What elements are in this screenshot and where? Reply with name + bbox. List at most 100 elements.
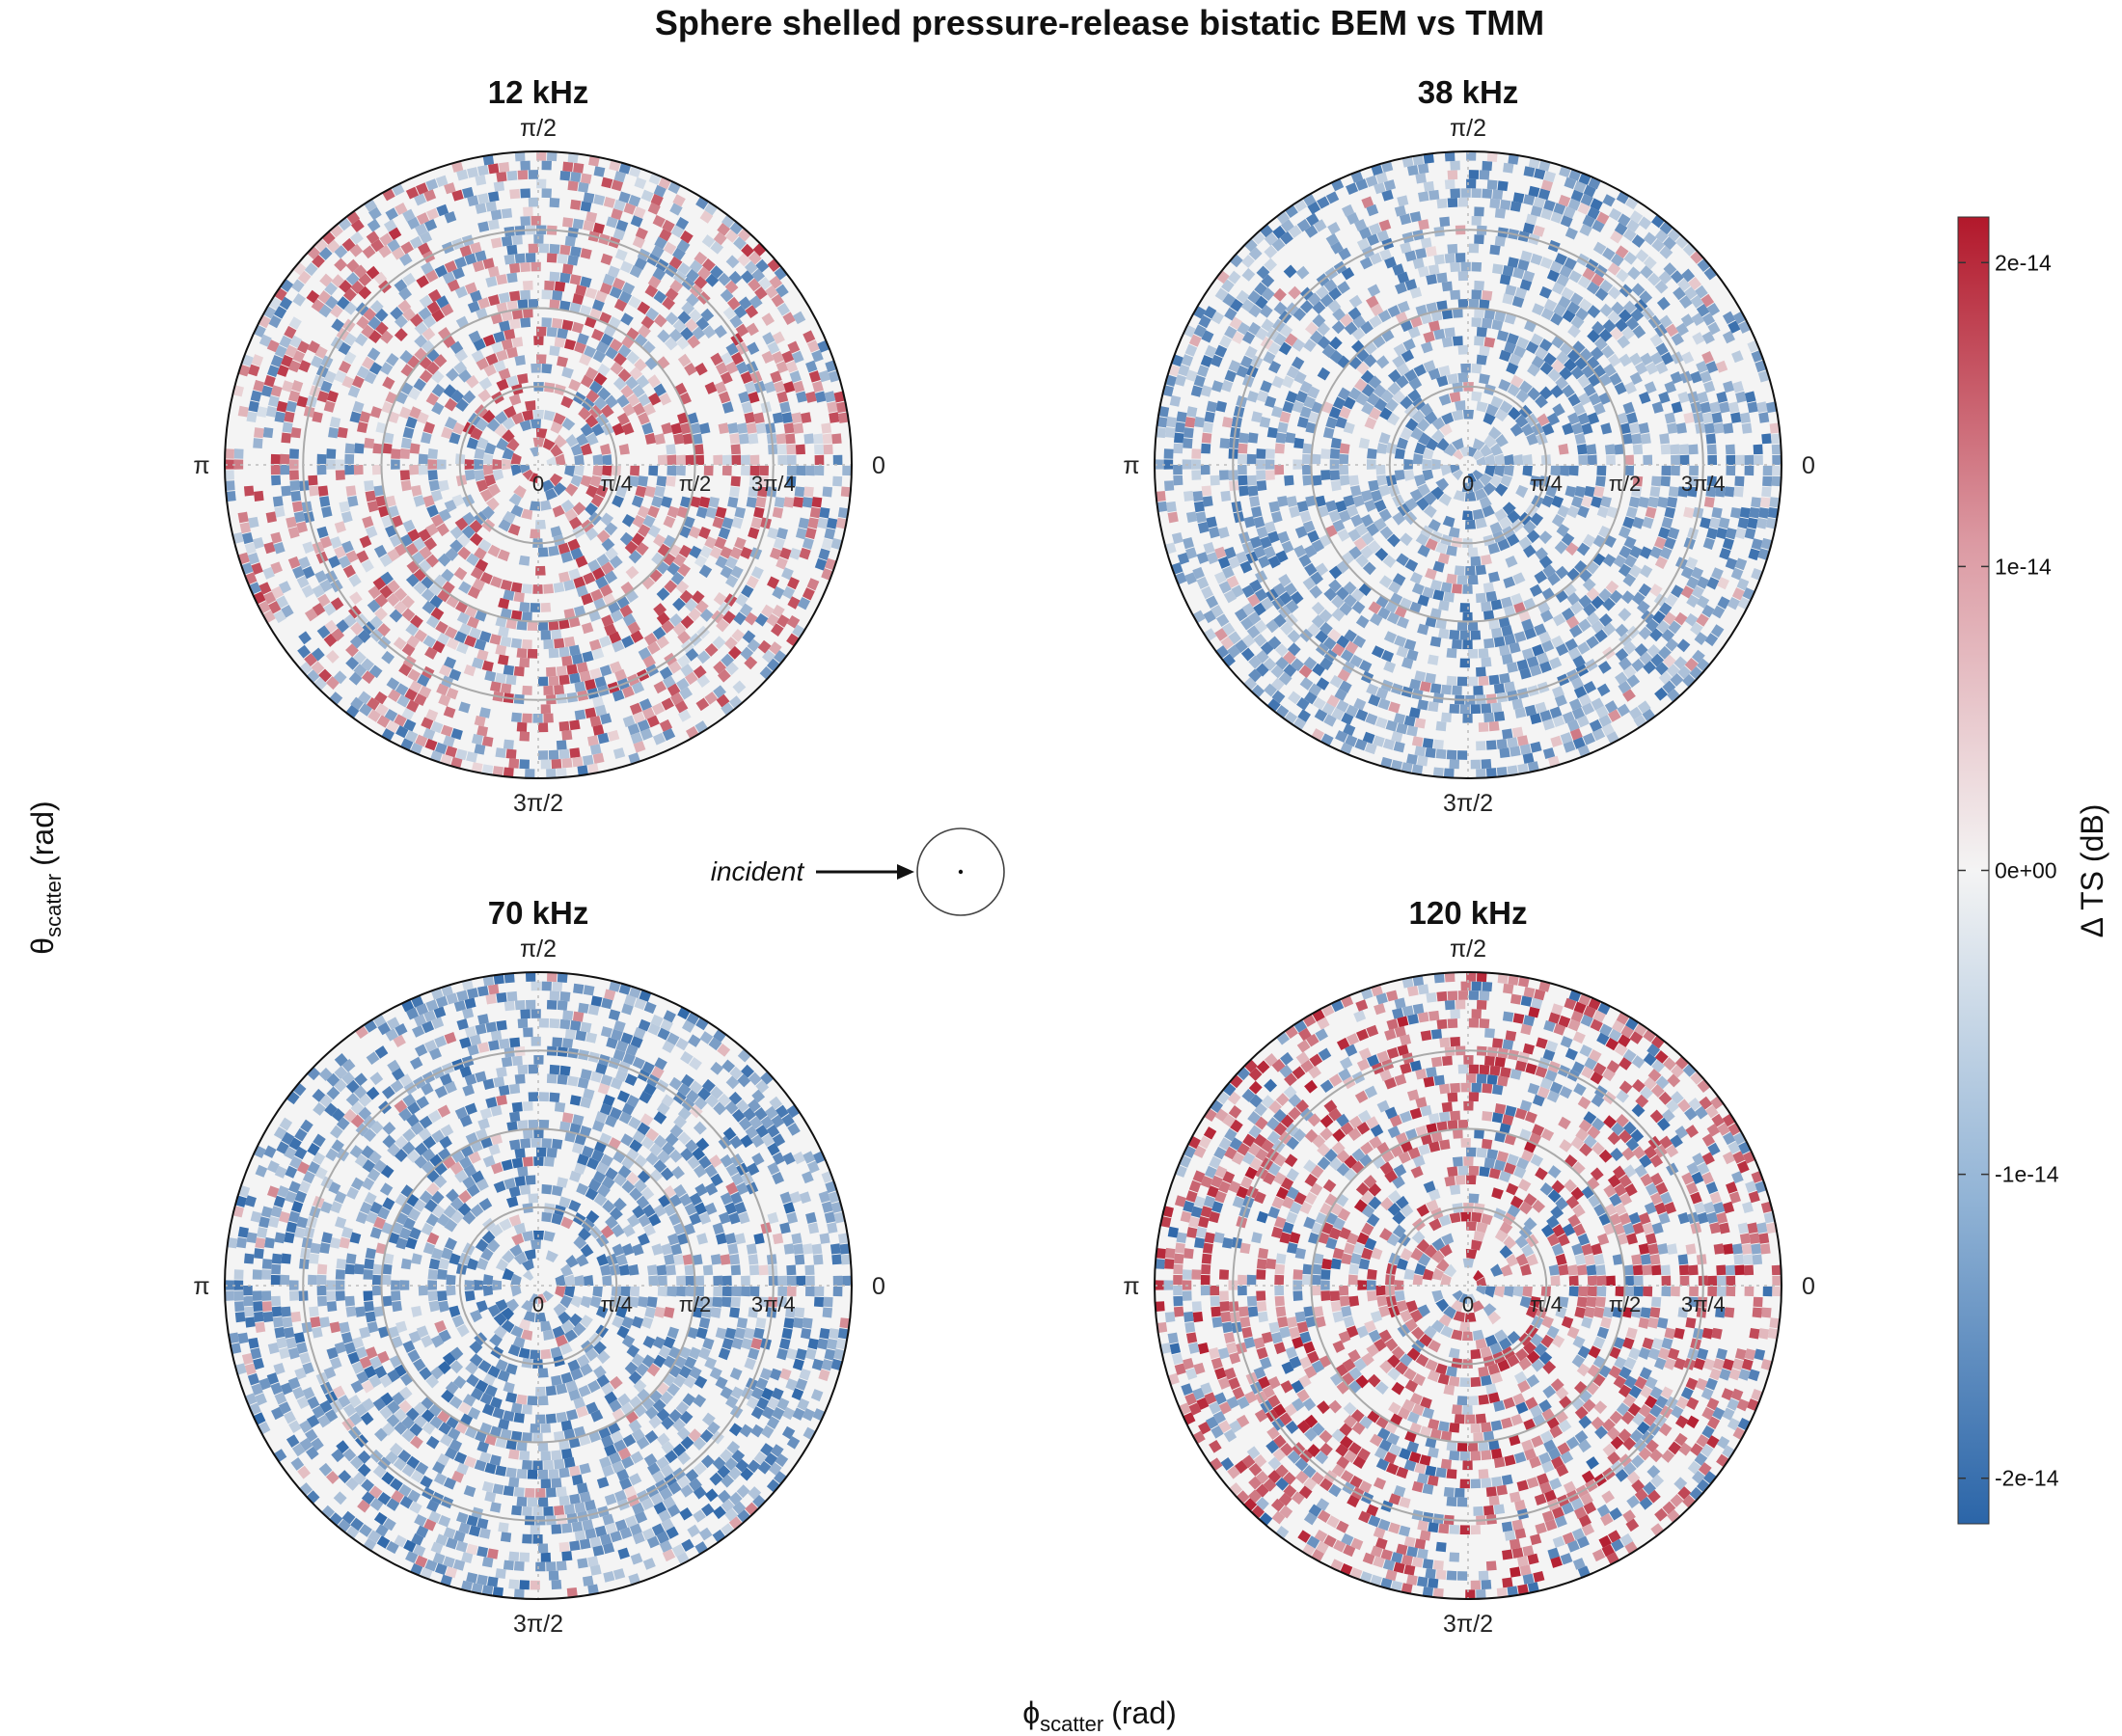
heatmap-cell [759,665,774,680]
heatmap-cell [477,389,492,403]
heatmap-cell [1191,470,1202,480]
heatmap-cell [1468,446,1478,457]
heatmap-cell [1185,511,1198,524]
heatmap-cell [436,203,449,217]
heatmap-cell [563,1456,576,1469]
heatmap-cell [444,182,456,195]
heatmap-cell [309,1253,319,1264]
heatmap-cell [605,394,618,409]
heatmap-cell [423,218,438,231]
heatmap-cell [261,1301,273,1313]
heatmap-cell [551,629,562,640]
heatmap-cell [1470,759,1482,770]
heatmap-cell [769,547,782,560]
heatmap-cell [422,314,437,329]
heatmap-cell [617,344,632,358]
heatmap-cell [829,412,840,423]
heatmap-cell [591,328,605,341]
heatmap-cell [668,328,683,342]
heatmap-cell [676,1275,686,1286]
heatmap-cell [654,433,666,445]
heatmap-cell [749,454,760,465]
heatmap-cell [549,1092,560,1103]
heatmap-cell [609,555,623,569]
heatmap-cell [1479,170,1490,180]
heatmap-cell [1762,475,1773,487]
heatmap-cell [646,715,660,728]
heatmap-cell [686,293,699,307]
heatmap-cell [557,356,569,367]
heatmap-cell [619,531,634,546]
heatmap-cell [535,1414,546,1424]
heatmap-cell [1494,235,1507,247]
heatmap-cell [382,376,395,390]
heatmap-cell [622,715,636,728]
heatmap-cell [590,494,605,507]
heatmap-cell [499,162,510,173]
heatmap-cell [377,623,391,637]
heatmap-cell [814,557,828,571]
heatmap-cell [569,1493,581,1505]
heatmap-cell [741,1286,750,1297]
heatmap-cell [462,186,475,199]
heatmap-cell [1650,475,1662,487]
heatmap-cell [443,384,457,398]
heatmap-cell [676,239,691,253]
heatmap-cell [401,642,416,657]
heatmap-cell [350,231,364,245]
heatmap-cell [280,453,290,465]
heatmap-cell [582,651,594,663]
heatmap-cell [770,370,782,384]
heatmap-cell [700,308,715,322]
heatmap-cell [832,454,843,465]
heatmap-cell [412,537,426,552]
heatmap-cell [434,742,448,755]
heatmap-cell [1486,179,1498,190]
heatmap-cell [690,422,701,435]
heatmap-cell [323,633,338,647]
heatmap-cell [1756,401,1768,413]
heatmap-cell [540,602,552,612]
heatmap-cell [241,531,254,545]
heatmap-cell [425,348,440,363]
heatmap-cell [1427,654,1439,665]
heatmap-cell [1247,485,1259,497]
heatmap-cell [576,433,589,447]
heatmap-cell [1739,412,1751,424]
heatmap-cell [1510,746,1521,757]
heatmap-cell [672,597,686,611]
heatmap-cell [558,571,571,583]
heatmap-cell [667,505,680,519]
heatmap-cell [822,433,833,445]
heatmap-cell [630,630,644,643]
heatmap-cell [546,456,558,465]
heatmap-cell [311,661,325,675]
panel-2-angle-label-0: 0 [1802,452,1815,479]
heatmap-cell [561,757,573,769]
heatmap-cell [1649,486,1661,498]
heatmap-cell [575,285,587,296]
heatmap-cell [1247,432,1259,444]
heatmap-cell [252,1290,262,1301]
heatmap-cell [628,550,642,564]
heatmap-cell [599,282,612,295]
heatmap-cell [401,608,416,622]
heatmap-cell [1483,582,1495,593]
heatmap-cell [587,558,601,573]
heatmap-cell [585,527,599,541]
heatmap-cell [527,1497,538,1507]
heatmap-cell [364,370,377,385]
heatmap-cell [338,341,351,356]
heatmap-cell [427,459,437,470]
heatmap-cell [409,465,420,475]
heatmap-cell [474,744,486,755]
heatmap-cell [1432,739,1444,750]
panel-1-angle-label-pi-2: π/2 [520,115,557,142]
heatmap-cell [1449,703,1460,714]
heatmap-cell [358,691,371,705]
heatmap-cell [1452,583,1462,594]
heatmap-cell [1456,621,1468,632]
heatmap-cell [786,444,797,455]
heatmap-cell [665,287,679,302]
heatmap-cell [569,1540,581,1552]
